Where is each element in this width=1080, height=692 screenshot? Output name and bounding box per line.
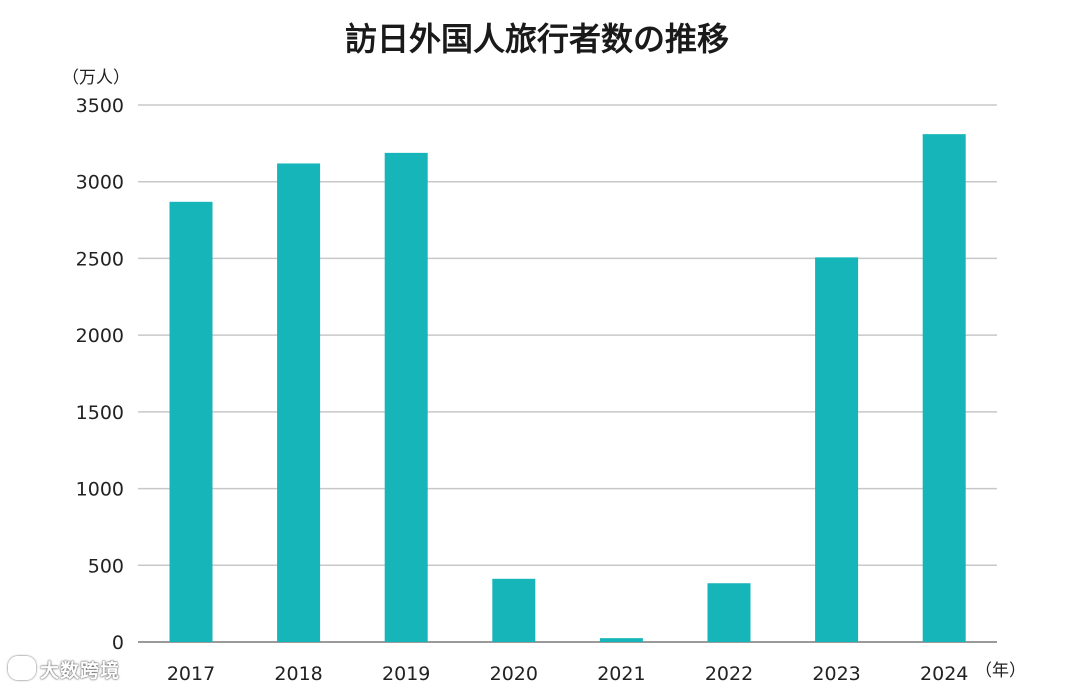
x-tick-label: 2017 [167,663,215,685]
y-tick-label: 500 [88,555,124,577]
bar-2020 [492,578,536,642]
x-tick-label: 2022 [705,663,753,685]
watermark: 大数跨境 [8,656,120,683]
bar-2018 [277,163,321,642]
y-tick-label: 3500 [76,95,124,117]
x-tick-label: 2020 [490,663,538,685]
y-tick-labels: 0 500 1000 1500 2000 2500 3000 3500 [76,95,124,654]
bars [169,134,966,643]
x-tick-label: 2019 [382,663,430,685]
bar-2022 [707,583,751,642]
bar-2021 [599,638,643,642]
y-tick-label: 2000 [76,325,124,347]
y-tick-label: 1500 [76,402,124,424]
x-axis-unit-label: （年） [975,661,1026,681]
bar-2017 [169,201,213,643]
y-axis-unit-label: （万人） [62,68,130,88]
logo-icon [8,656,36,680]
x-tick-label: 2024 [920,663,968,685]
x-tick-label: 2023 [812,663,860,685]
bar-2024 [922,134,966,642]
y-tick-label: 3000 [76,172,124,194]
y-tick-label: 1000 [76,479,124,501]
chart-title: 訪日外国人旅行者数の推移 [345,20,729,58]
x-tick-label: 2018 [274,663,322,685]
bar-2019 [384,152,428,642]
watermark-text: 大数跨境 [40,660,121,682]
x-tick-label: 2021 [597,663,645,685]
x-tick-labels: 2017 2018 2019 2020 2021 2022 2023 2024 [167,663,969,685]
gridlines [138,104,997,643]
y-tick-label: 2500 [76,248,124,270]
bar-2023 [815,257,859,642]
y-tick-label: 0 [112,632,124,654]
